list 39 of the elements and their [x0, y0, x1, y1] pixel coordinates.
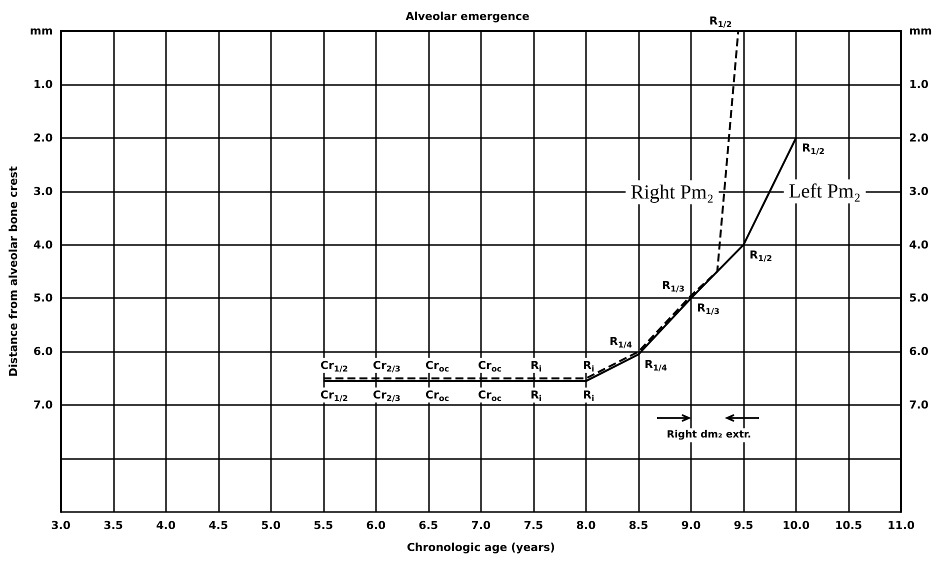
y2-tick-label: 4.0	[909, 238, 929, 252]
y-tick-label: 2.0	[33, 131, 54, 144]
x-tick-label: 4.5	[208, 519, 228, 532]
x-tick-label: 9.0	[681, 519, 702, 532]
x-tick-label: 8.5	[628, 519, 648, 532]
x-tick-label: 3.5	[104, 519, 124, 532]
annotation: Right dm₂ extr.	[666, 430, 752, 441]
x-tick-label: 11.0	[888, 519, 915, 532]
y-tick-label: 6.0	[33, 345, 54, 358]
x-tick-label: 3.0	[51, 519, 71, 532]
y2-tick-label: mm	[909, 24, 932, 38]
y-tick-label: 7.0	[33, 398, 54, 412]
x-tick-label: 9.5	[734, 519, 754, 532]
x-axis-title: Chronologic age (years)	[406, 541, 556, 554]
y2-tick-label: 1.0	[909, 78, 929, 91]
y2-tick-label: 2.0	[909, 131, 929, 144]
y2-tick-label: 7.0	[909, 398, 929, 412]
x-tick-label: 5.0	[261, 519, 281, 532]
x-tick-label: 8.0	[576, 519, 596, 532]
series-label: Right Pm₂	[630, 181, 714, 204]
x-tick-label: 5.5	[314, 519, 334, 532]
y-axis-title: Distance from alveolar bone crest	[7, 166, 20, 377]
y-tick-label: 3.0	[33, 184, 54, 198]
series-label: Left Pm₂	[788, 180, 861, 202]
y-tick-label: 1.0	[33, 78, 54, 91]
y-tick-label: mm	[30, 24, 53, 38]
x-tick-label: 7.5	[524, 519, 544, 532]
x-tick-label: 10.0	[782, 519, 810, 532]
y2-tick-label: 6.0	[909, 345, 929, 358]
x-tick-label: 7.0	[471, 519, 492, 532]
y2-tick-label: 5.0	[909, 292, 929, 305]
x-tick-label: 6.0	[366, 519, 386, 532]
y2-tick-label: 3.0	[909, 184, 929, 198]
chart-title: Alveolar emergence	[406, 10, 530, 23]
y-tick-label: 4.0	[33, 238, 54, 252]
y-tick-label: 5.0	[33, 292, 54, 305]
x-tick-label: 10.5	[834, 519, 862, 532]
x-tick-label: 6.5	[418, 519, 438, 532]
x-tick-label: 4.0	[156, 519, 176, 532]
